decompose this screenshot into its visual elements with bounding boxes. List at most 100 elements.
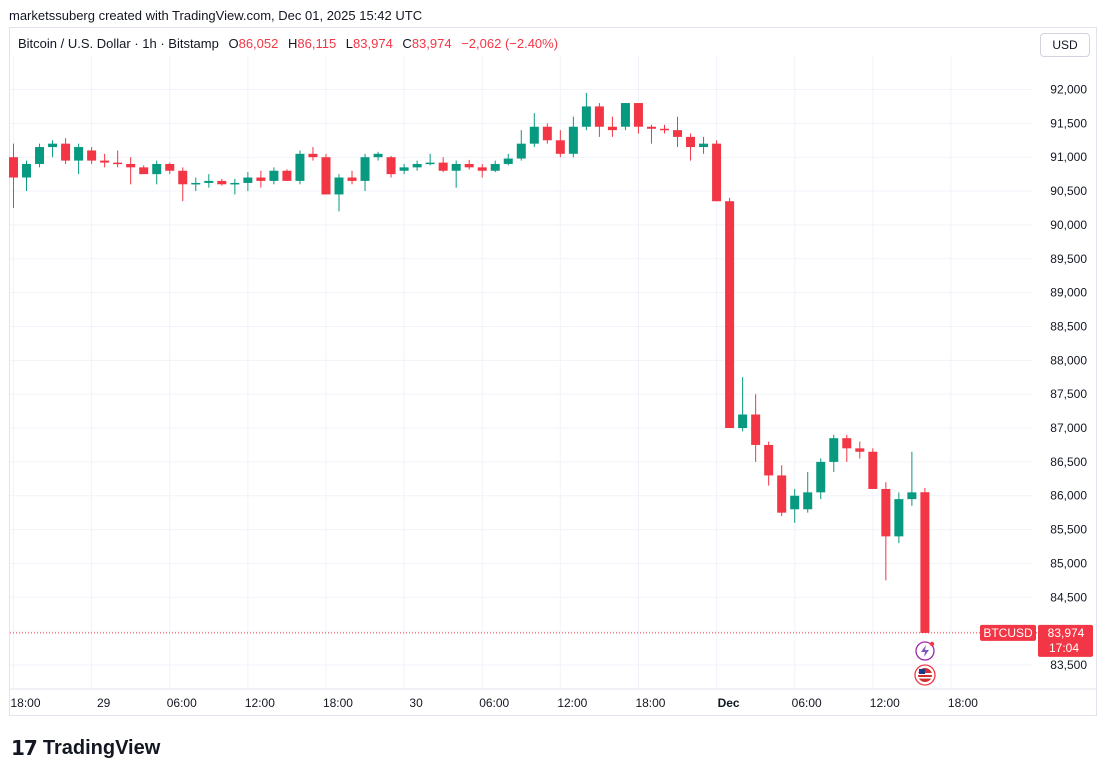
candle-body bbox=[894, 499, 904, 537]
low-label: L bbox=[345, 36, 354, 51]
candle bbox=[425, 153, 435, 166]
symbol-description: Bitcoin / U.S. Dollar · 1h · Bitstamp bbox=[18, 36, 219, 51]
candle bbox=[699, 136, 709, 154]
candle-body bbox=[855, 448, 865, 452]
candle bbox=[321, 153, 331, 195]
candle bbox=[620, 103, 630, 131]
candle-body bbox=[594, 106, 604, 127]
y-tick-label: 88,000 bbox=[1050, 353, 1087, 367]
candle bbox=[35, 143, 45, 168]
candle-body bbox=[165, 163, 175, 171]
candle-body bbox=[425, 162, 435, 165]
candle-body bbox=[490, 163, 500, 171]
candle bbox=[738, 377, 748, 432]
candle-body bbox=[764, 444, 774, 476]
chart-frame bbox=[9, 27, 1097, 716]
candle bbox=[308, 147, 318, 161]
candle-body bbox=[438, 162, 448, 171]
candle bbox=[777, 465, 787, 517]
candle bbox=[9, 143, 18, 208]
candle-body bbox=[920, 492, 930, 633]
candle-body bbox=[360, 157, 370, 181]
candle-body bbox=[607, 126, 617, 131]
candle bbox=[165, 162, 175, 175]
y-tick-label: 86,000 bbox=[1050, 489, 1087, 503]
candle bbox=[438, 157, 448, 173]
candle-body bbox=[9, 157, 18, 178]
candle bbox=[269, 167, 279, 185]
candle bbox=[816, 458, 826, 500]
candle bbox=[529, 113, 539, 148]
candle bbox=[594, 103, 604, 137]
candle-body bbox=[256, 177, 266, 181]
y-tick-label: 89,500 bbox=[1050, 252, 1087, 266]
currency-button[interactable]: USD bbox=[1040, 33, 1090, 57]
candle-body bbox=[100, 160, 110, 163]
tradingview-logo-text: TradingView bbox=[42, 736, 161, 759]
candle-body bbox=[399, 167, 409, 171]
candle-body bbox=[803, 492, 813, 510]
candle-body bbox=[620, 103, 630, 127]
candle-body bbox=[152, 163, 162, 175]
candle-body bbox=[699, 143, 709, 148]
candle-body bbox=[660, 128, 669, 131]
candle bbox=[100, 153, 110, 168]
candle-body bbox=[308, 153, 318, 158]
candle-body bbox=[74, 147, 84, 161]
candle-body bbox=[725, 201, 735, 429]
candle-body bbox=[646, 126, 656, 129]
candle-body bbox=[269, 170, 279, 181]
candle-body bbox=[321, 157, 331, 195]
y-tick-label: 91,500 bbox=[1050, 116, 1087, 130]
candle-body bbox=[347, 177, 357, 181]
price-axis: 92,000 91,500 91,000 90,500 90,000 89,500 89,0… bbox=[1050, 83, 1087, 673]
candle bbox=[282, 169, 292, 181]
x-tick-label: 12:00 bbox=[245, 696, 275, 710]
candle bbox=[178, 167, 188, 202]
tradingview-logo-icon: 17 bbox=[11, 736, 38, 760]
x-tick-label: 18:00 bbox=[323, 696, 353, 710]
candle bbox=[646, 124, 656, 144]
x-tick-label: 12:00 bbox=[557, 696, 587, 710]
candle-body bbox=[673, 130, 683, 137]
x-tick-label: 06:00 bbox=[479, 696, 509, 710]
tradingview-logo[interactable]: 17 TradingView bbox=[11, 736, 160, 760]
candle bbox=[764, 441, 774, 486]
low-value: 83,974 bbox=[353, 36, 393, 51]
candle bbox=[152, 160, 162, 185]
candle-body bbox=[464, 163, 474, 168]
x-tick-label: 30 bbox=[409, 696, 423, 710]
candle bbox=[126, 157, 136, 185]
candle bbox=[87, 147, 97, 164]
candle bbox=[477, 163, 487, 178]
y-tick-label: 87,500 bbox=[1050, 387, 1087, 401]
candle bbox=[673, 116, 683, 148]
candle-body bbox=[751, 414, 761, 445]
time-axis: 18:00 29 06:00 12:00 18:00 30 06:00 12:00 18:00 D… bbox=[10, 696, 978, 710]
candle bbox=[204, 174, 214, 188]
candle-body bbox=[555, 140, 565, 154]
flash-event-icon[interactable] bbox=[915, 641, 935, 661]
candle bbox=[920, 487, 930, 633]
us-flag-event-icon[interactable] bbox=[914, 664, 936, 686]
candle bbox=[230, 178, 240, 195]
candle-body bbox=[191, 182, 201, 185]
candle-body bbox=[829, 438, 839, 462]
candle bbox=[243, 172, 253, 192]
y-tick-label: 84,500 bbox=[1050, 590, 1087, 604]
candle bbox=[581, 92, 591, 131]
grid-lines bbox=[10, 56, 1097, 690]
y-tick-label: 85,000 bbox=[1050, 556, 1087, 570]
candle bbox=[607, 116, 617, 137]
candle bbox=[490, 160, 500, 173]
candle bbox=[295, 150, 305, 185]
candle-body bbox=[477, 167, 487, 171]
candle bbox=[334, 174, 344, 212]
ohlc-legend: Bitcoin / U.S. Dollar · 1h · Bitstamp O8… bbox=[18, 36, 558, 51]
candle bbox=[48, 140, 58, 158]
y-tick-label: 86,500 bbox=[1050, 455, 1087, 469]
candle-body bbox=[503, 158, 513, 164]
candle-body bbox=[217, 180, 227, 185]
candle bbox=[660, 124, 669, 134]
